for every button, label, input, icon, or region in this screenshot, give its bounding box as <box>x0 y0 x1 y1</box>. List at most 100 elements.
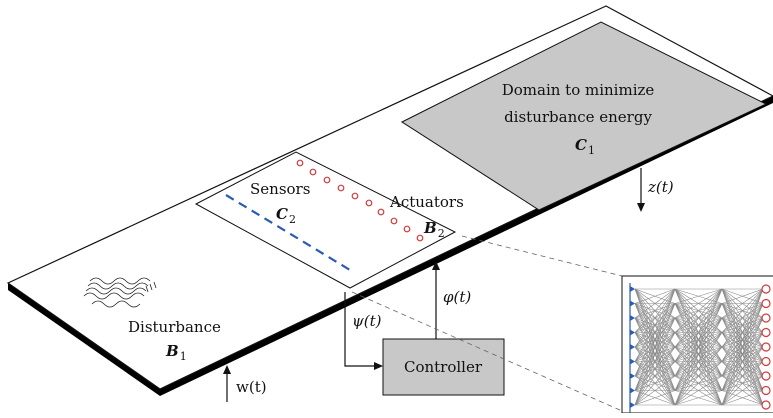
network-edge <box>674 288 723 391</box>
network-edge <box>674 303 723 406</box>
network-edge <box>674 288 723 319</box>
network-output-node <box>761 284 771 294</box>
network-edge <box>721 375 764 406</box>
sensors-label: Sensors <box>250 180 310 198</box>
actuator-circle <box>323 176 331 184</box>
network-output-node <box>761 342 771 352</box>
network-edge <box>634 288 676 377</box>
controller-box <box>382 338 505 396</box>
psi-arrow-head <box>374 362 383 370</box>
network-input-node <box>630 286 635 292</box>
network-edge <box>634 288 676 362</box>
network-edge <box>634 390 676 406</box>
network-edge <box>634 303 676 406</box>
z-signal-label: z(t) <box>647 178 674 196</box>
network-input-node <box>630 373 635 379</box>
network-edge <box>721 346 764 406</box>
network-edge <box>721 288 764 362</box>
network-output-node <box>761 313 771 323</box>
actuator-circle <box>416 234 424 242</box>
network-edge <box>634 361 676 406</box>
domain-region <box>400 21 768 211</box>
network-input-node <box>630 358 635 365</box>
network-input-node <box>630 315 635 321</box>
domain-symbol: C1 <box>575 136 595 157</box>
disturbance-label: Disturbance <box>128 318 221 336</box>
actuator-array <box>296 159 424 242</box>
network-edge <box>674 288 723 304</box>
network-edge <box>674 317 723 406</box>
network-edge <box>674 288 723 348</box>
network-output-node <box>761 356 771 367</box>
network-edge <box>634 288 676 348</box>
network-edge <box>634 288 676 391</box>
actuator-circle <box>296 159 304 167</box>
network-edge <box>721 361 764 406</box>
network-edge <box>674 288 723 377</box>
w-arrow-head <box>223 365 231 374</box>
network-edge <box>674 332 723 406</box>
neural-network-inset <box>621 275 773 414</box>
actuators-symbol: B2 <box>423 219 445 240</box>
network-input-layer <box>629 283 635 413</box>
network-output-node <box>761 400 771 410</box>
network-output-node <box>761 371 771 381</box>
sensors-symbol: C2 <box>276 205 296 226</box>
network-edge <box>634 375 676 406</box>
network-edge <box>721 303 764 406</box>
network-output-node <box>761 385 771 396</box>
network-output-layer <box>761 284 771 410</box>
network-edge <box>721 288 764 333</box>
disturbance-waves-icon <box>83 277 157 308</box>
actuator-circle <box>390 217 398 225</box>
network-edge <box>721 288 764 319</box>
sensor-actuator-patch <box>194 151 457 289</box>
leader-line-bottom <box>351 291 623 412</box>
network-output-node <box>761 327 771 338</box>
psi-signal-path <box>344 292 376 367</box>
network-edge <box>721 288 764 377</box>
actuator-circle <box>309 168 317 176</box>
network-edge <box>634 288 676 333</box>
network-input-node <box>630 344 635 350</box>
disturbance-symbol: B1 <box>165 342 187 363</box>
network-edge <box>674 288 723 362</box>
actuator-circle <box>337 184 345 192</box>
network-edge <box>634 332 676 406</box>
actuators-label: Actuators <box>389 193 464 211</box>
phi-arrow-head <box>432 261 440 270</box>
network-edge <box>634 346 676 406</box>
network-edge <box>674 375 723 406</box>
sensor-line <box>225 194 351 271</box>
network-input-node <box>630 329 635 336</box>
psi-signal-label: ψ(t) <box>352 312 382 330</box>
controller-label: Controller <box>404 358 483 376</box>
phi-signal-label: φ(t) <box>443 288 471 306</box>
network-edge <box>721 317 764 406</box>
network-edge <box>721 288 764 391</box>
w-signal-label: w(t) <box>236 378 267 396</box>
actuator-circle <box>365 199 373 207</box>
network-edge <box>634 288 676 406</box>
network-edge <box>634 288 676 304</box>
actuator-circle <box>403 225 411 233</box>
network-connections <box>634 288 764 406</box>
network-input-node <box>630 402 635 408</box>
network-edge <box>634 317 676 406</box>
actuator-circle <box>377 208 385 216</box>
network-edge <box>721 390 764 406</box>
network-edge <box>674 288 723 333</box>
actuator-circle <box>351 192 359 200</box>
network-edge <box>674 346 723 406</box>
domain-label-line1: Domain to minimize <box>502 81 655 99</box>
network-input-node <box>630 387 635 394</box>
network-output-node <box>761 298 771 309</box>
network-edge <box>674 361 723 406</box>
network-edge <box>721 288 764 348</box>
network-input-node <box>630 300 635 307</box>
network-edge <box>674 288 723 406</box>
network-edge <box>721 288 764 406</box>
network-edge <box>674 390 723 406</box>
